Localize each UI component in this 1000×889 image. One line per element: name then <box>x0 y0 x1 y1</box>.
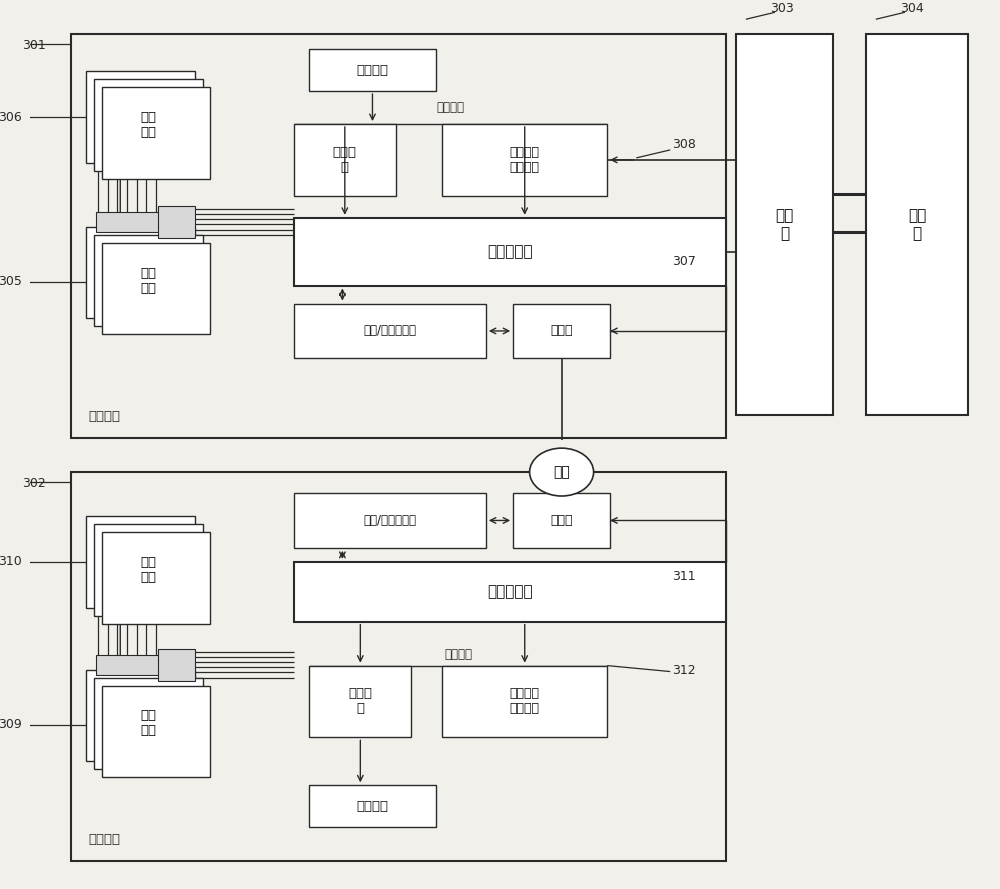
Bar <box>96 654 164 675</box>
Text: 301: 301 <box>22 39 46 52</box>
Text: 接口
模块: 接口 模块 <box>140 111 156 139</box>
Text: 306: 306 <box>0 110 22 124</box>
Text: 312: 312 <box>672 663 696 677</box>
Bar <box>86 71 195 163</box>
Bar <box>309 785 436 827</box>
Bar <box>294 303 486 358</box>
Text: 主控制电路: 主控制电路 <box>487 584 533 599</box>
Bar <box>158 205 195 237</box>
Text: 单板状态
监控电路: 单板状态 监控电路 <box>510 146 540 174</box>
Bar <box>86 516 195 608</box>
Text: 单板状态
监控电路: 单板状态 监控电路 <box>510 687 540 716</box>
Bar <box>294 562 726 621</box>
Bar <box>309 666 411 737</box>
Bar <box>294 218 726 285</box>
Bar <box>86 227 195 318</box>
Bar <box>513 303 610 358</box>
Bar <box>294 493 486 548</box>
Bar <box>866 34 968 415</box>
Text: 302: 302 <box>22 477 46 490</box>
Bar <box>96 212 164 232</box>
Bar <box>94 524 203 616</box>
Text: 电源网络: 电源网络 <box>444 647 472 661</box>
Bar <box>309 49 436 91</box>
Bar <box>94 79 203 171</box>
Bar <box>442 124 607 196</box>
Bar <box>102 532 210 624</box>
Bar <box>94 235 203 326</box>
Bar <box>71 34 726 438</box>
Bar <box>513 493 610 548</box>
Text: 电源网络: 电源网络 <box>437 101 465 114</box>
Text: 电源接口: 电源接口 <box>356 800 388 813</box>
Text: 308: 308 <box>672 138 696 151</box>
Bar <box>102 243 210 334</box>
Text: 接口
模块: 接口 模块 <box>140 556 156 584</box>
Text: 311: 311 <box>672 570 696 583</box>
Text: 复用/解复用电路: 复用/解复用电路 <box>363 324 416 338</box>
Bar <box>102 87 210 179</box>
Text: 307: 307 <box>672 255 696 268</box>
Text: 远端设备: 远端设备 <box>88 833 120 846</box>
Bar <box>94 677 203 769</box>
Text: 模块
插槽: 模块 插槽 <box>140 267 156 294</box>
Text: 复用/解复用电路: 复用/解复用电路 <box>363 514 416 527</box>
Text: 模块
插槽: 模块 插槽 <box>140 709 156 738</box>
Text: 光模块: 光模块 <box>550 514 573 527</box>
Bar <box>102 685 210 777</box>
Text: 光模块: 光模块 <box>550 324 573 338</box>
Text: 305: 305 <box>0 276 22 288</box>
Bar <box>294 124 396 196</box>
Bar <box>736 34 833 415</box>
Text: 网管
端: 网管 端 <box>776 209 794 241</box>
Text: 电源电
路: 电源电 路 <box>333 146 357 174</box>
Text: 主控制电路: 主控制电路 <box>487 244 533 260</box>
Bar <box>158 649 195 681</box>
Text: 电源接口: 电源接口 <box>356 64 388 76</box>
Text: 局端设备: 局端设备 <box>88 410 120 423</box>
Bar <box>86 669 195 761</box>
Text: 304: 304 <box>900 3 924 15</box>
Bar <box>71 472 726 861</box>
Text: 310: 310 <box>0 556 22 568</box>
Text: 电源电
路: 电源电 路 <box>348 687 372 716</box>
Text: 303: 303 <box>770 3 794 15</box>
Bar <box>442 666 607 737</box>
Ellipse shape <box>530 448 594 496</box>
Text: 光纤: 光纤 <box>553 465 570 479</box>
Text: 309: 309 <box>0 718 22 731</box>
Text: 上位
机: 上位 机 <box>908 209 926 241</box>
